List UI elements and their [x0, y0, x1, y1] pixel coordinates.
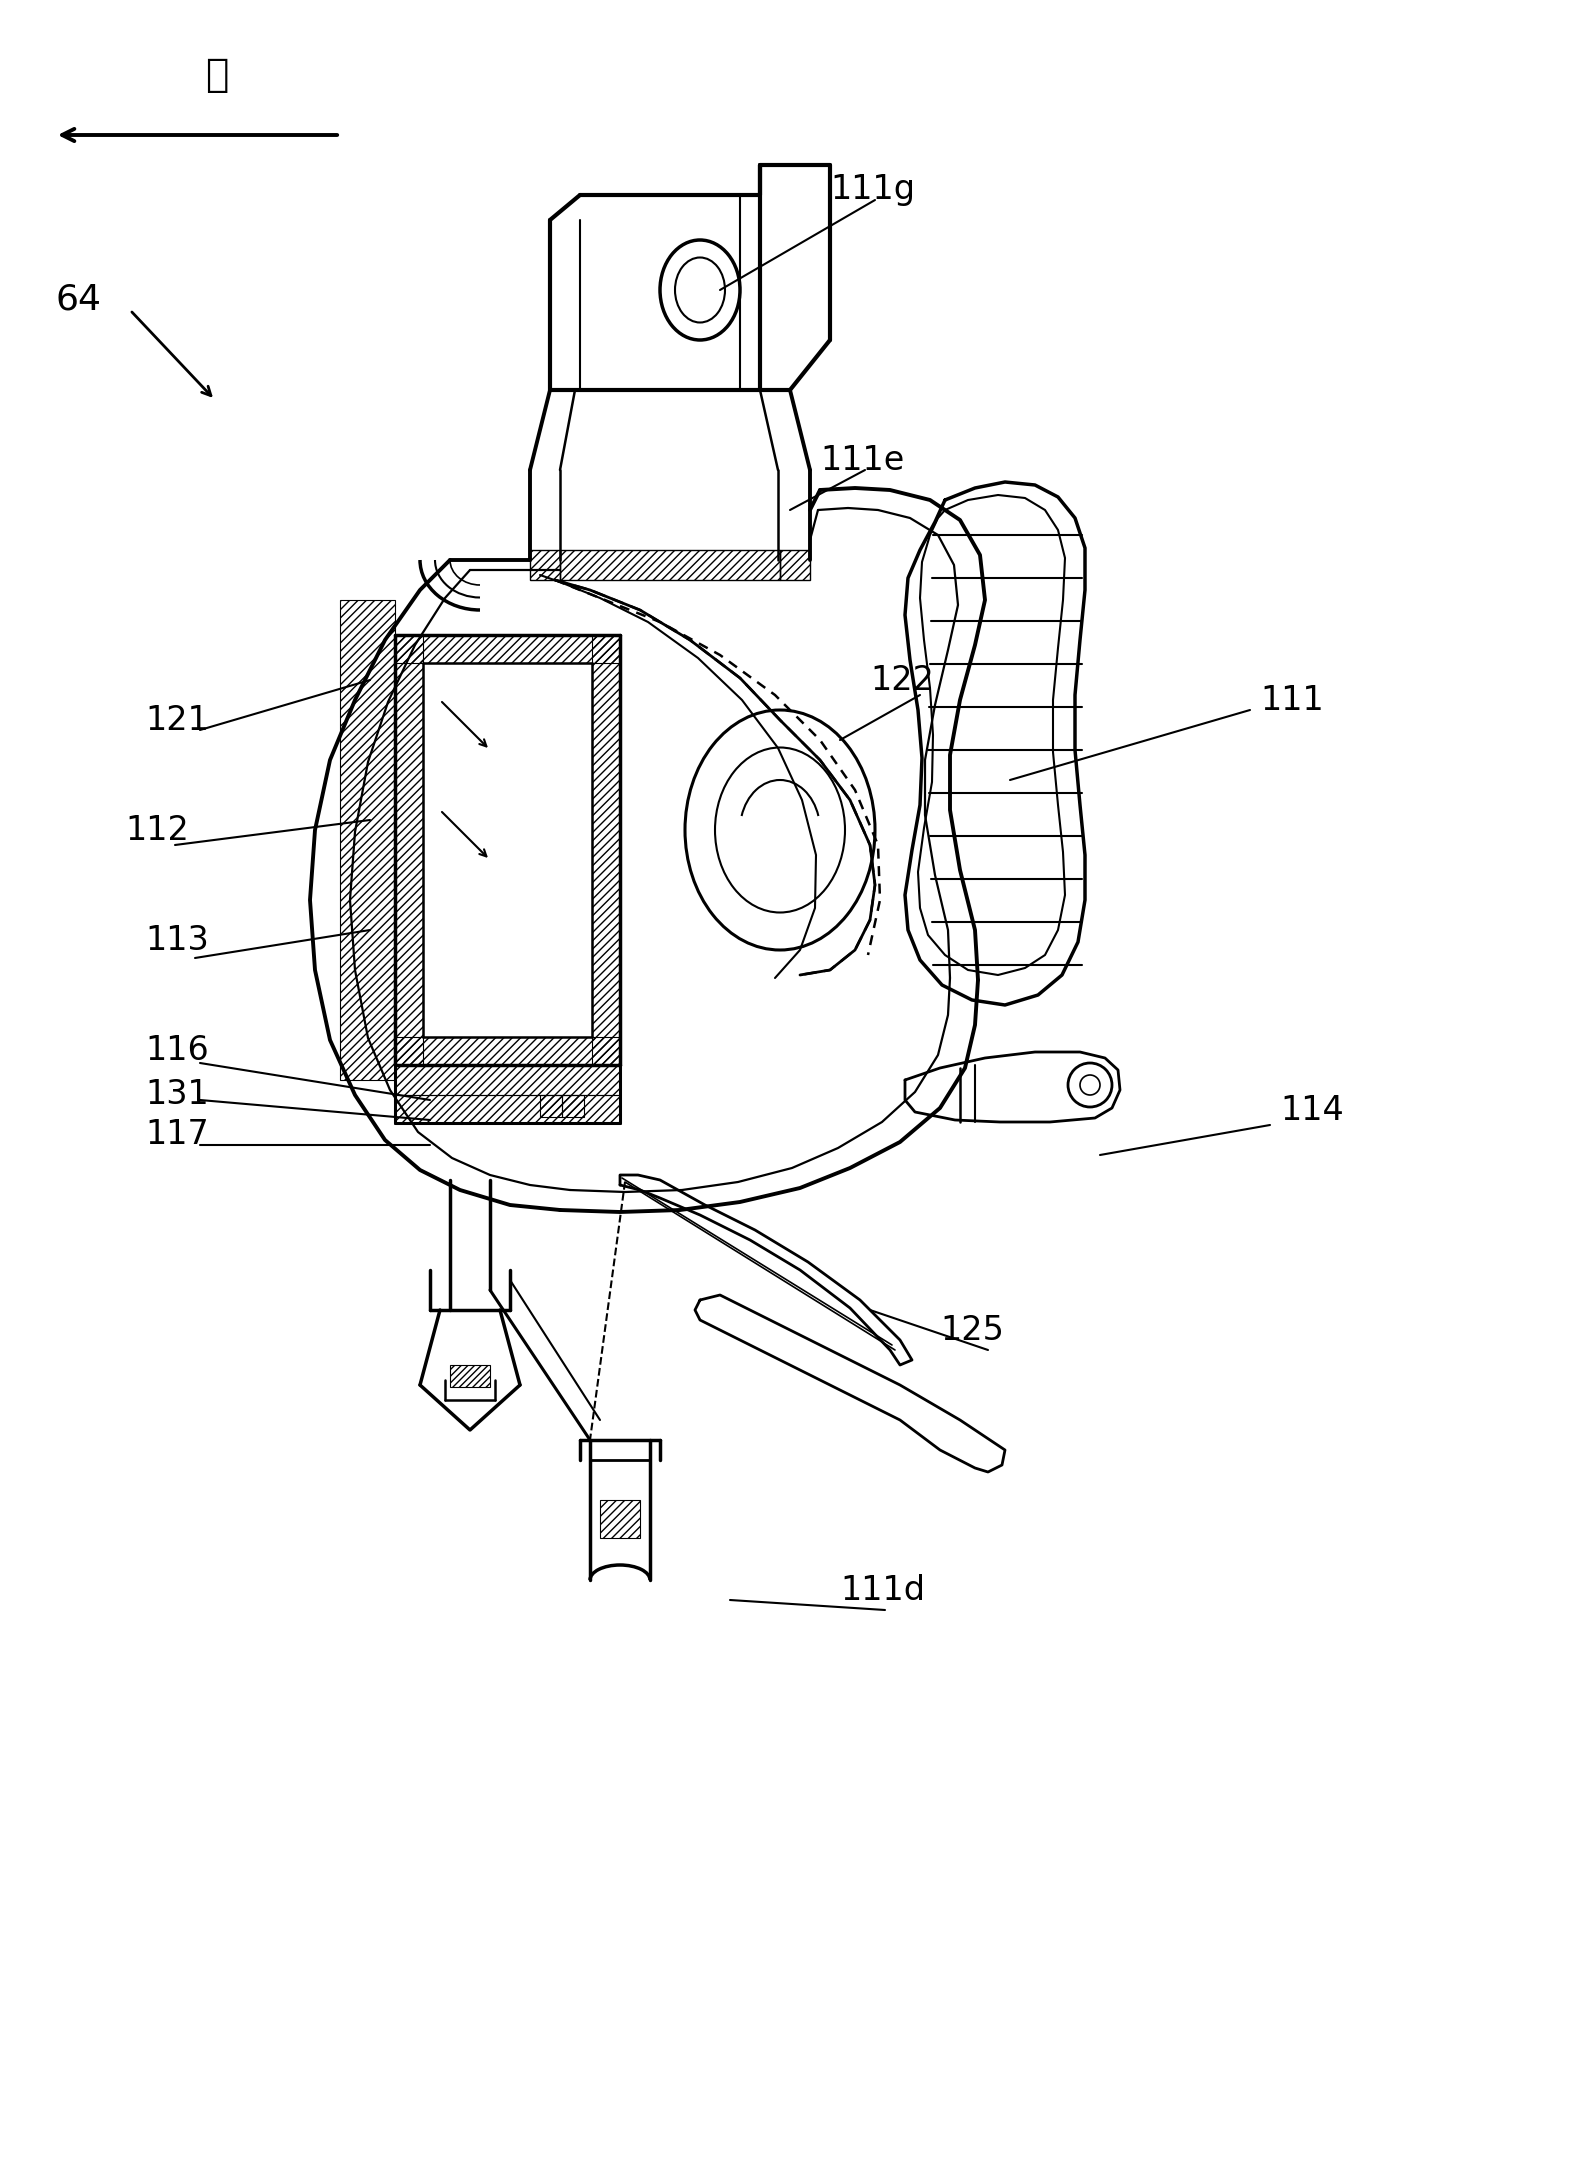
Bar — [599, 1500, 641, 1537]
Text: 111d: 111d — [840, 1574, 925, 1607]
Text: 114: 114 — [1280, 1093, 1344, 1126]
Text: 111e: 111e — [820, 444, 905, 477]
Bar — [541, 1095, 561, 1117]
Text: 前: 前 — [205, 57, 229, 94]
Bar — [394, 636, 423, 1065]
Text: 111: 111 — [1259, 684, 1324, 716]
Bar — [560, 551, 781, 579]
Text: 113: 113 — [145, 923, 208, 956]
Bar — [394, 1065, 620, 1095]
Bar — [450, 1365, 490, 1387]
Bar — [394, 636, 620, 664]
Bar — [340, 601, 394, 1080]
Bar — [781, 551, 809, 579]
Bar — [561, 1095, 584, 1117]
Text: 117: 117 — [145, 1119, 208, 1152]
Text: 112: 112 — [126, 814, 189, 847]
Bar — [529, 551, 560, 579]
Text: 64: 64 — [56, 283, 102, 318]
Bar — [394, 1095, 620, 1123]
Bar — [591, 636, 620, 1065]
Bar — [394, 1036, 620, 1065]
Text: 122: 122 — [870, 664, 933, 697]
Text: 111g: 111g — [830, 174, 914, 207]
Text: 116: 116 — [145, 1034, 208, 1067]
Text: 131: 131 — [145, 1078, 208, 1112]
Text: 121: 121 — [145, 703, 208, 736]
Text: 125: 125 — [940, 1313, 1003, 1348]
